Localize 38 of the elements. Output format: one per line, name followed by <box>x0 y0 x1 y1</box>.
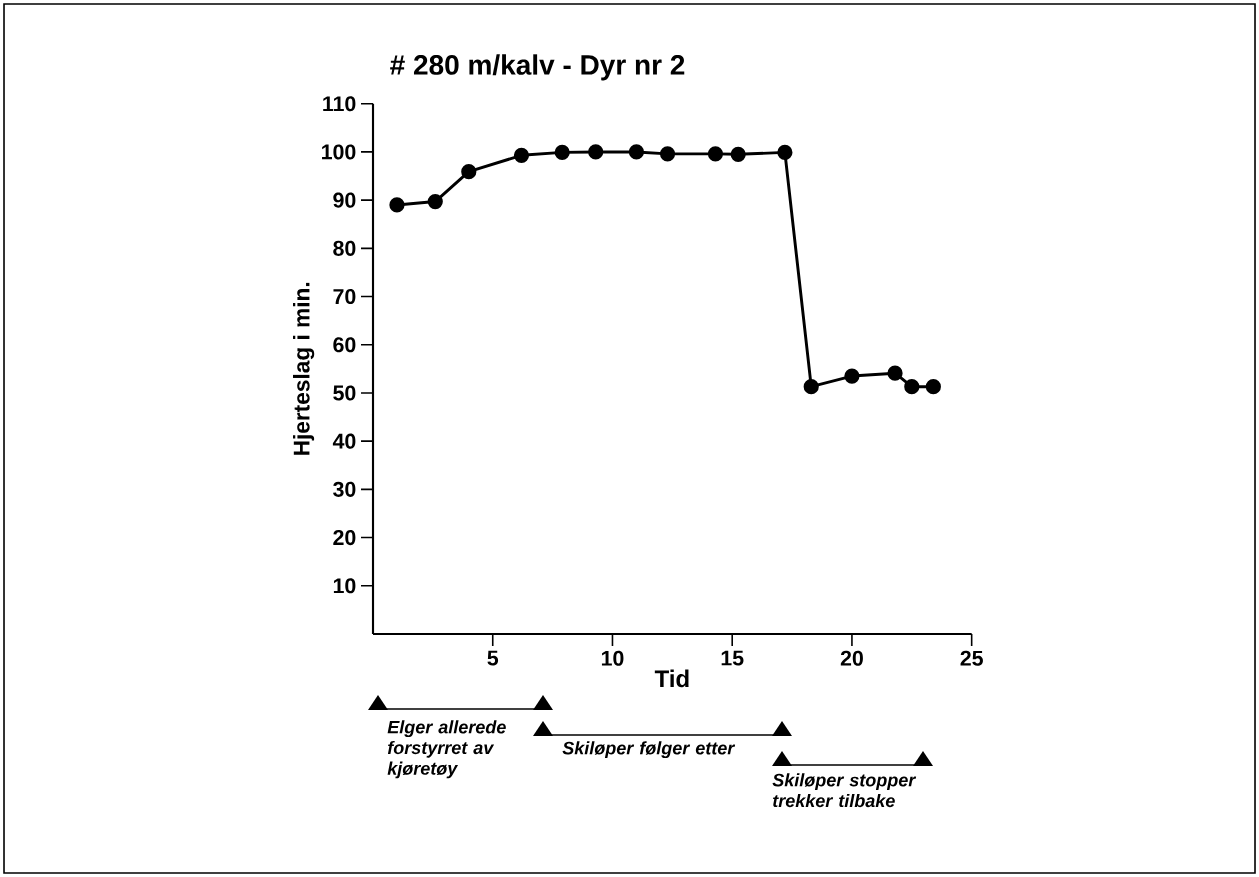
text: Elger allerede forstyrret av kjøretøy <box>387 720 506 779</box>
x-axis-title: Tid <box>654 669 689 688</box>
y-axis-title: Hjerteslag i min. <box>293 282 315 455</box>
y-tick-label: 40 <box>332 433 356 449</box>
y-tick-label: 80 <box>333 240 356 256</box>
x-tick-label: 10 <box>601 650 624 666</box>
y-tick-label: 10 <box>333 578 356 594</box>
y-tick-label: 50 <box>333 385 356 401</box>
x-tick-label: 25 <box>960 650 983 666</box>
x-tick-label: 20 <box>840 650 863 666</box>
y-tick-label: 90 <box>333 192 356 208</box>
point <box>389 197 405 213</box>
y-tick-label: 20 <box>333 530 356 546</box>
text: Skiløper stopper trekker tilbake <box>772 773 917 808</box>
point <box>659 146 676 162</box>
y-tick-label: 110 <box>323 96 356 112</box>
point <box>427 193 443 210</box>
chart-title: # 280 m/kalv - Dyr nr 2 <box>390 54 685 81</box>
x-tick-label: 15 <box>721 650 744 666</box>
point <box>628 144 645 160</box>
point <box>707 146 724 162</box>
point <box>588 144 604 160</box>
point <box>803 379 819 395</box>
point <box>887 365 903 381</box>
point <box>904 379 920 395</box>
y-tick-label: 30 <box>333 481 356 497</box>
y-tick-label: 100 <box>322 144 356 160</box>
point <box>925 379 941 395</box>
x-tick-label: 5 <box>487 650 499 666</box>
point <box>461 164 477 180</box>
y-tick-label: 60 <box>333 337 356 353</box>
point <box>513 147 530 163</box>
point <box>730 146 746 162</box>
text: Skiløper følger etter <box>562 741 736 759</box>
y-tick-label: 70 <box>333 289 356 305</box>
point <box>554 144 570 161</box>
point <box>777 144 793 161</box>
point <box>844 368 860 384</box>
